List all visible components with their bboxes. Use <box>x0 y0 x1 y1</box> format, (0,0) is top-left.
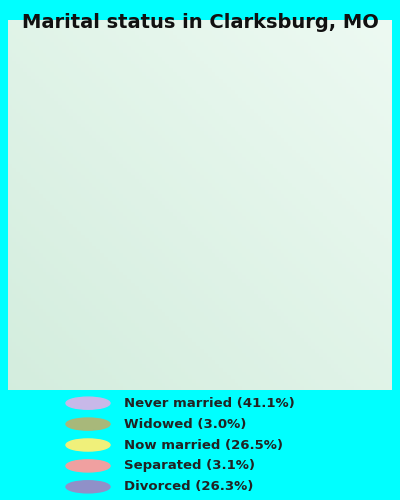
Text: Widowed (3.0%): Widowed (3.0%) <box>124 418 246 430</box>
Text: Divorced (26.3%): Divorced (26.3%) <box>124 480 253 494</box>
Wedge shape <box>58 228 254 353</box>
Text: ⦾: ⦾ <box>275 31 281 41</box>
Text: Separated (3.1%): Separated (3.1%) <box>124 460 255 472</box>
Wedge shape <box>200 57 348 330</box>
Wedge shape <box>52 212 118 246</box>
Wedge shape <box>52 57 200 217</box>
Text: Now married (26.5%): Now married (26.5%) <box>124 438 283 452</box>
Circle shape <box>66 418 110 430</box>
Circle shape <box>66 460 110 472</box>
Circle shape <box>66 439 110 451</box>
Wedge shape <box>231 278 278 343</box>
Text: Never married (41.1%): Never married (41.1%) <box>124 396 295 409</box>
Text: City-Data.com: City-Data.com <box>297 31 378 41</box>
Circle shape <box>66 481 110 493</box>
Circle shape <box>66 397 110 409</box>
Text: Marital status in Clarksburg, MO: Marital status in Clarksburg, MO <box>22 12 378 32</box>
